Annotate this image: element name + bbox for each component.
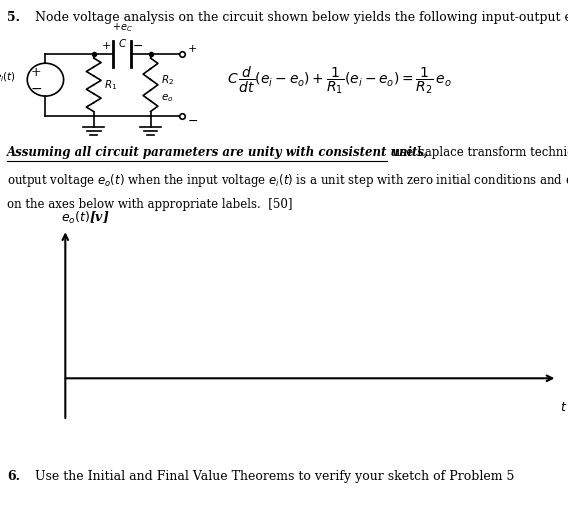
Text: Assuming all circuit parameters are unity with consistent units,: Assuming all circuit parameters are unit… (7, 146, 429, 159)
Text: Node voltage analysis on the circuit shown below yields the following input-outp: Node voltage analysis on the circuit sho… (35, 11, 568, 24)
Text: $e_o(t)$[v]: $e_o(t)$[v] (61, 210, 109, 226)
Text: $-$: $-$ (30, 81, 43, 95)
Text: on the axes below with appropriate labels.  [50]: on the axes below with appropriate label… (7, 198, 293, 211)
Text: 5.: 5. (7, 11, 20, 24)
Text: $t$ [s]: $t$ [s] (559, 399, 568, 415)
Text: use Laplace transform techniques to compute the: use Laplace transform techniques to comp… (389, 146, 568, 159)
Text: output voltage $e_o(t)$ when the input voltage $e_i(t)$ is a unit step with zero: output voltage $e_o(t)$ when the input v… (7, 172, 568, 189)
Text: $+e_C$: $+e_C$ (112, 22, 132, 34)
Text: $C$: $C$ (118, 37, 127, 49)
Text: $e_i(t)$: $e_i(t)$ (0, 70, 16, 84)
Text: +: + (102, 41, 111, 51)
Text: $R_2$: $R_2$ (161, 73, 174, 86)
Text: $-$: $-$ (132, 39, 144, 52)
Text: $-$: $-$ (187, 114, 199, 127)
Text: 6.: 6. (7, 470, 20, 483)
Text: +: + (31, 66, 41, 79)
Text: $C\,\dfrac{d}{dt}(e_i - e_o) + \dfrac{1}{R_1}(e_i - e_o) = \dfrac{1}{R_2}\,e_o$: $C\,\dfrac{d}{dt}(e_i - e_o) + \dfrac{1}… (227, 64, 452, 96)
Text: $R_1$: $R_1$ (104, 78, 117, 91)
Text: +: + (187, 44, 197, 54)
Text: Use the Initial and Final Value Theorems to verify your sketch of Problem 5: Use the Initial and Final Value Theorems… (35, 470, 515, 483)
Text: $e_o$: $e_o$ (161, 92, 173, 103)
